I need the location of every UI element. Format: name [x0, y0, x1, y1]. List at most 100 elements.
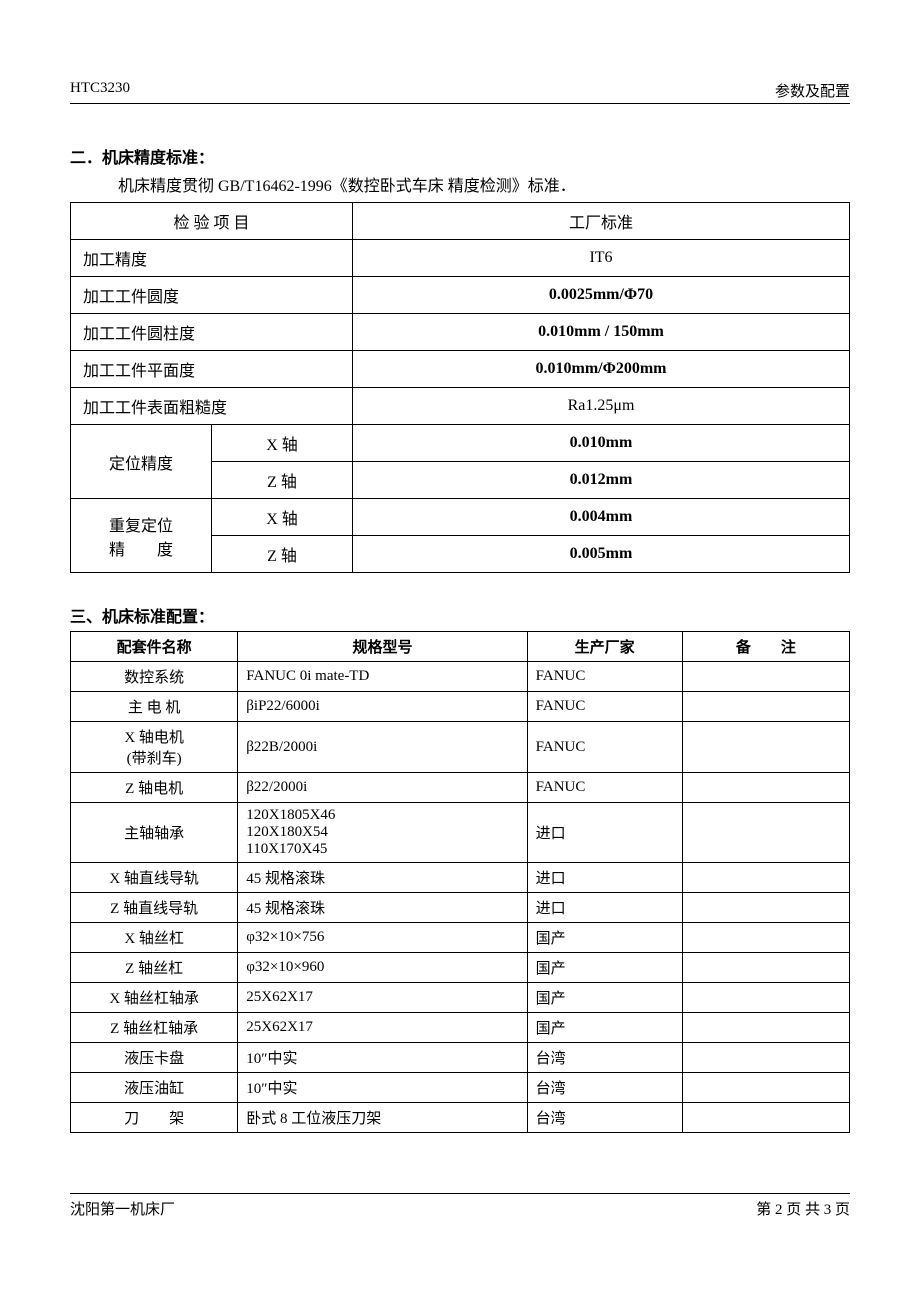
table-row: 刀 架卧式 8 工位液压刀架台湾	[71, 1103, 850, 1133]
table-header-row: 检 验 项 目 工厂标准	[71, 203, 850, 240]
config-spec: β22/2000i	[238, 773, 527, 803]
config-mfr: FANUC	[527, 692, 682, 722]
precision-value: IT6	[353, 240, 850, 277]
footer-left: 沈阳第一机床厂	[70, 1198, 175, 1219]
config-mfr: 台湾	[527, 1043, 682, 1073]
config-mfr: FANUC	[527, 722, 682, 773]
precision-group-label: 重复定位 精 度	[71, 499, 212, 573]
config-note	[682, 1043, 849, 1073]
config-name: 液压油缸	[71, 1073, 238, 1103]
precision-value: 0.012mm	[353, 462, 850, 499]
config-spec: φ32×10×756	[238, 923, 527, 953]
table-row: Z 轴电机β22/2000iFANUC	[71, 773, 850, 803]
config-mfr: FANUC	[527, 773, 682, 803]
config-note	[682, 893, 849, 923]
config-spec: β22B/2000i	[238, 722, 527, 773]
table-row: X 轴直线导轨45 规格滚珠进口	[71, 863, 850, 893]
config-name: X 轴直线导轨	[71, 863, 238, 893]
config-name: X 轴丝杠轴承	[71, 983, 238, 1013]
config-note	[682, 722, 849, 773]
config-name: 数控系统	[71, 662, 238, 692]
precision-axis: X 轴	[212, 499, 353, 536]
config-note	[682, 662, 849, 692]
config-mfr: 国产	[527, 1013, 682, 1043]
precision-value: Ra1.25μm	[353, 388, 850, 425]
table-row: 定位精度 X 轴 0.010mm	[71, 425, 850, 462]
precision-header-std: 工厂标准	[353, 203, 850, 240]
precision-value: 0.004mm	[353, 499, 850, 536]
header-left: HTC3230	[70, 80, 130, 101]
config-header-spec: 规格型号	[238, 632, 527, 662]
config-name: Z 轴丝杠轴承	[71, 1013, 238, 1043]
precision-axis: X 轴	[212, 425, 353, 462]
config-note	[682, 983, 849, 1013]
precision-value: 0.010mm	[353, 425, 850, 462]
config-note	[682, 923, 849, 953]
config-spec: 120X1805X46 120X180X54 110X170X45	[238, 803, 527, 863]
config-mfr: 国产	[527, 923, 682, 953]
precision-item: 加工精度	[71, 240, 353, 277]
precision-item: 加工工件圆度	[71, 277, 353, 314]
section2-intro: 机床精度贯彻 GB/T16462-1996《数控卧式车床 精度检测》标准．	[70, 172, 850, 196]
config-note	[682, 1103, 849, 1133]
table-row: X 轴丝杠φ32×10×756国产	[71, 923, 850, 953]
config-note	[682, 953, 849, 983]
config-mfr: 进口	[527, 863, 682, 893]
table-row: X 轴丝杠轴承25X62X17国产	[71, 983, 850, 1013]
table-row: X 轴电机 (带刹车)β22B/2000iFANUC	[71, 722, 850, 773]
config-spec: 25X62X17	[238, 1013, 527, 1043]
table-row: 主 电 机βiP22/6000iFANUC	[71, 692, 850, 722]
config-spec: 45 规格滚珠	[238, 893, 527, 923]
precision-item: 加工工件圆柱度	[71, 314, 353, 351]
config-mfr: 进口	[527, 803, 682, 863]
precision-item: 加工工件表面粗糙度	[71, 388, 353, 425]
section3-title: 三、机床标准配置：	[70, 603, 850, 627]
precision-group-label: 定位精度	[71, 425, 212, 499]
config-mfr: 台湾	[527, 1073, 682, 1103]
config-header-name: 配套件名称	[71, 632, 238, 662]
config-note	[682, 1073, 849, 1103]
precision-value: 0.010mm / 150mm	[353, 314, 850, 351]
config-note	[682, 692, 849, 722]
config-spec: φ32×10×960	[238, 953, 527, 983]
config-mfr: 国产	[527, 953, 682, 983]
table-row: Z 轴直线导轨45 规格滚珠进口	[71, 893, 850, 923]
config-name: 主轴轴承	[71, 803, 238, 863]
table-row: 加工工件平面度 0.010mm/Φ200mm	[71, 351, 850, 388]
table-row: 加工工件圆柱度 0.010mm / 150mm	[71, 314, 850, 351]
section2-title: 二．机床精度标准：	[70, 144, 850, 168]
config-name: 主 电 机	[71, 692, 238, 722]
precision-item: 加工工件平面度	[71, 351, 353, 388]
precision-value: 0.010mm/Φ200mm	[353, 351, 850, 388]
table-row: 数控系统FANUC 0i mate-TDFANUC	[71, 662, 850, 692]
config-spec: βiP22/6000i	[238, 692, 527, 722]
table-row: 加工工件表面粗糙度 Ra1.25μm	[71, 388, 850, 425]
table-header-row: 配套件名称 规格型号 生产厂家 备 注	[71, 632, 850, 662]
config-mfr: FANUC	[527, 662, 682, 692]
config-spec: 卧式 8 工位液压刀架	[238, 1103, 527, 1133]
page-header: HTC3230 参数及配置	[70, 80, 850, 104]
table-row: 加工精度 IT6	[71, 240, 850, 277]
config-header-mfr: 生产厂家	[527, 632, 682, 662]
config-spec: 10″中实	[238, 1043, 527, 1073]
document-page: HTC3230 参数及配置 二．机床精度标准： 机床精度贯彻 GB/T16462…	[0, 0, 920, 1259]
config-name: X 轴丝杠	[71, 923, 238, 953]
config-name: Z 轴丝杠	[71, 953, 238, 983]
table-row: 液压油缸10″中实台湾	[71, 1073, 850, 1103]
precision-axis: Z 轴	[212, 462, 353, 499]
config-spec: 25X62X17	[238, 983, 527, 1013]
config-mfr: 国产	[527, 983, 682, 1013]
config-name: 液压卡盘	[71, 1043, 238, 1073]
header-right: 参数及配置	[775, 80, 850, 101]
precision-value: 0.0025mm/Φ70	[353, 277, 850, 314]
config-spec: FANUC 0i mate-TD	[238, 662, 527, 692]
config-note	[682, 1013, 849, 1043]
table-row: 液压卡盘10″中实台湾	[71, 1043, 850, 1073]
config-name: 刀 架	[71, 1103, 238, 1133]
page-footer: 沈阳第一机床厂 第 2 页 共 3 页	[70, 1193, 850, 1219]
config-note	[682, 863, 849, 893]
config-name: X 轴电机 (带刹车)	[71, 722, 238, 773]
config-name: Z 轴电机	[71, 773, 238, 803]
table-row: Z 轴丝杠φ32×10×960国产	[71, 953, 850, 983]
config-spec: 45 规格滚珠	[238, 863, 527, 893]
